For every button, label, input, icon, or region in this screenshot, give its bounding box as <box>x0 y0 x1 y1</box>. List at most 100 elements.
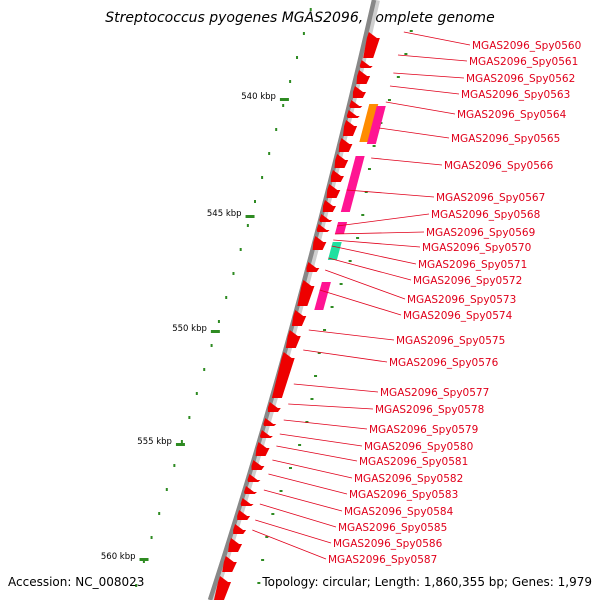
cds-arrow <box>259 430 273 438</box>
feature-block <box>366 106 386 144</box>
gc-dot <box>180 440 183 443</box>
gc-dot <box>195 392 198 395</box>
cds-arrow <box>247 474 261 482</box>
gc-dot <box>372 145 376 147</box>
gc-dot <box>289 80 292 83</box>
label-leader <box>328 257 412 281</box>
gc-dot <box>257 582 261 584</box>
feature-track <box>314 104 386 310</box>
gc-dot <box>348 260 352 262</box>
gene-label: MGAS2096_Spy0566 <box>444 160 554 172</box>
label-leader <box>288 403 374 410</box>
gc-dot <box>265 536 269 538</box>
scale-tick <box>175 443 185 446</box>
scale-tick <box>245 215 255 218</box>
label-leader <box>272 459 353 479</box>
gc-dot <box>142 560 145 563</box>
scale-tick <box>139 558 149 561</box>
gc-dot <box>203 368 206 371</box>
label-leader <box>334 231 425 235</box>
scale-label: 550 kbp <box>172 324 207 334</box>
gc-dot <box>165 488 168 491</box>
gene-label: MGAS2096_Spy0563 <box>461 89 570 101</box>
label-leader <box>346 189 435 198</box>
gc-dot <box>367 168 371 170</box>
gene-label: MGAS2096_Spy0581 <box>359 456 468 468</box>
cds-arrow <box>352 86 366 98</box>
gene-label: MGAS2096_Spy0573 <box>407 294 516 306</box>
scale-label: 540 kbp <box>241 92 276 102</box>
label-leader <box>259 503 337 528</box>
gene-label: MGAS2096_Spy0562 <box>466 73 575 85</box>
gc-dot <box>282 104 285 107</box>
gc-dot <box>314 375 318 377</box>
gene-label: MGAS2096_Spy0567 <box>436 192 545 204</box>
gc-dot <box>361 214 365 216</box>
label-leader <box>325 269 406 300</box>
gc-dot <box>317 352 321 354</box>
gc-dot <box>210 344 213 347</box>
gc-dot <box>396 76 400 78</box>
feature-block <box>327 242 342 260</box>
gc-dot <box>404 53 408 55</box>
cds-arrow <box>271 352 295 398</box>
scale-tick <box>210 330 220 333</box>
label-leader <box>319 289 402 316</box>
gene-label: MGAS2096_Spy0575 <box>396 335 505 347</box>
gc-dot <box>232 272 235 275</box>
cds-arrow <box>285 330 301 348</box>
accession-text: Accession: NC_008023 <box>8 575 144 589</box>
gc-dot <box>288 467 292 469</box>
gc-dot <box>279 490 283 492</box>
gc-dot <box>409 30 413 32</box>
label-leader <box>378 127 450 139</box>
cds-arrow <box>263 418 277 426</box>
label-leader <box>333 239 421 248</box>
feature-block <box>314 282 331 310</box>
topology-text: Topology: circular; Length: 1,860,355 bp… <box>261 575 592 589</box>
cds-arrow <box>334 154 349 168</box>
label-leader <box>276 445 358 462</box>
gc-dots <box>135 8 413 587</box>
cds-arrow <box>214 576 232 600</box>
gc-dot <box>330 306 334 308</box>
cds-arrow <box>356 70 371 84</box>
scale-tick <box>279 98 289 101</box>
label-leader <box>303 349 388 363</box>
cds-track <box>214 32 380 600</box>
cds-arrow <box>312 236 327 250</box>
gc-dot <box>339 283 343 285</box>
gc-dot <box>271 513 275 515</box>
label-leader <box>268 473 348 495</box>
cds-arrow <box>306 262 320 272</box>
gc-dot <box>254 200 256 203</box>
scale-label: 555 kbp <box>137 437 172 447</box>
cds-arrow <box>359 60 373 68</box>
gc-dot <box>135 584 138 587</box>
gc-dot <box>268 152 271 155</box>
gc-dot <box>309 8 312 11</box>
gene-label: MGAS2096_Spy0582 <box>354 473 463 485</box>
cds-arrow <box>342 120 358 136</box>
map-title: Streptococcus pyogenes MGAS2096, complet… <box>105 10 494 26</box>
label-leader <box>279 433 363 447</box>
cds-arrow <box>297 280 315 306</box>
cds-arrow <box>228 538 243 552</box>
gene-label: MGAS2096_Spy0578 <box>375 404 484 416</box>
label-leader <box>385 101 456 115</box>
gene-label: MGAS2096_Spy0584 <box>344 506 454 518</box>
label-leader <box>403 31 471 46</box>
label-leader <box>283 419 368 430</box>
gc-dot <box>246 224 249 227</box>
cds-arrow <box>222 556 237 572</box>
label-leader <box>336 213 430 227</box>
gene-label: MGAS2096_Spy0574 <box>403 310 513 322</box>
label-leaders <box>252 31 471 560</box>
gene-label: MGAS2096_Spy0561 <box>469 56 578 68</box>
gc-dot <box>298 444 302 446</box>
feature-block <box>359 104 379 142</box>
cds-arrow <box>346 110 360 118</box>
gene-label: MGAS2096_Spy0586 <box>333 538 443 550</box>
gene-label: MGAS2096_Spy0571 <box>418 259 527 271</box>
